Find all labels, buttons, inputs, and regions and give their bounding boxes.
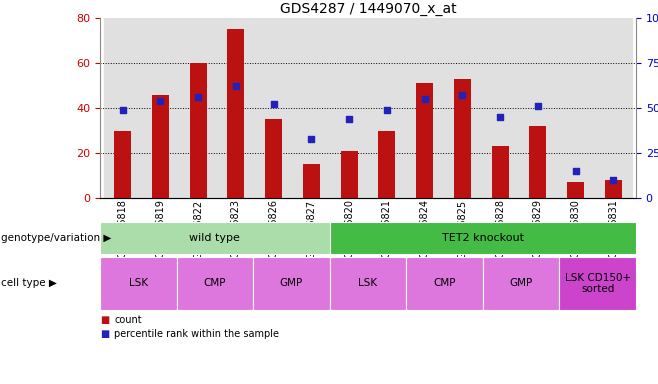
Text: LSK: LSK: [359, 278, 378, 288]
Bar: [104, 18, 141, 198]
Bar: [303, 164, 320, 198]
Bar: [481, 18, 519, 198]
Bar: [265, 119, 282, 198]
Text: percentile rank within the sample: percentile rank within the sample: [114, 329, 280, 339]
Point: [155, 98, 166, 104]
Point: [268, 101, 279, 108]
Point: [382, 107, 392, 113]
Text: genotype/variation ▶: genotype/variation ▶: [1, 233, 111, 243]
Bar: [152, 94, 169, 198]
Bar: [217, 18, 255, 198]
Text: ■: ■: [100, 315, 109, 325]
Bar: [341, 151, 357, 198]
Bar: [378, 131, 395, 198]
Bar: [406, 18, 443, 198]
Point: [193, 94, 203, 100]
Point: [532, 103, 543, 109]
Bar: [368, 18, 406, 198]
Text: CMP: CMP: [203, 278, 226, 288]
Bar: [557, 18, 594, 198]
Text: wild type: wild type: [190, 233, 240, 243]
Bar: [114, 131, 131, 198]
Bar: [454, 79, 471, 198]
Bar: [416, 83, 433, 198]
Bar: [141, 18, 179, 198]
Text: GMP: GMP: [509, 278, 533, 288]
Bar: [530, 126, 546, 198]
Point: [608, 177, 619, 183]
Bar: [293, 18, 330, 198]
Bar: [190, 63, 207, 198]
Text: GMP: GMP: [280, 278, 303, 288]
Point: [117, 107, 128, 113]
Bar: [179, 18, 217, 198]
Text: LSK: LSK: [129, 278, 148, 288]
Bar: [443, 18, 481, 198]
Title: GDS4287 / 1449070_x_at: GDS4287 / 1449070_x_at: [280, 2, 456, 16]
Point: [306, 136, 316, 142]
Bar: [519, 18, 557, 198]
Text: count: count: [114, 315, 142, 325]
Point: [457, 92, 468, 98]
Point: [344, 116, 355, 122]
Bar: [605, 180, 622, 198]
Text: LSK CD150+
sorted: LSK CD150+ sorted: [565, 273, 631, 294]
Text: ■: ■: [100, 329, 109, 339]
Bar: [594, 18, 632, 198]
Point: [570, 168, 581, 174]
Bar: [567, 182, 584, 198]
Point: [495, 114, 505, 120]
Bar: [255, 18, 293, 198]
Point: [230, 83, 241, 89]
Point: [419, 96, 430, 102]
Text: TET2 knockout: TET2 knockout: [442, 233, 524, 243]
Bar: [492, 146, 509, 198]
Text: cell type ▶: cell type ▶: [1, 278, 57, 288]
Text: CMP: CMP: [434, 278, 456, 288]
Bar: [228, 29, 244, 198]
Bar: [330, 18, 368, 198]
